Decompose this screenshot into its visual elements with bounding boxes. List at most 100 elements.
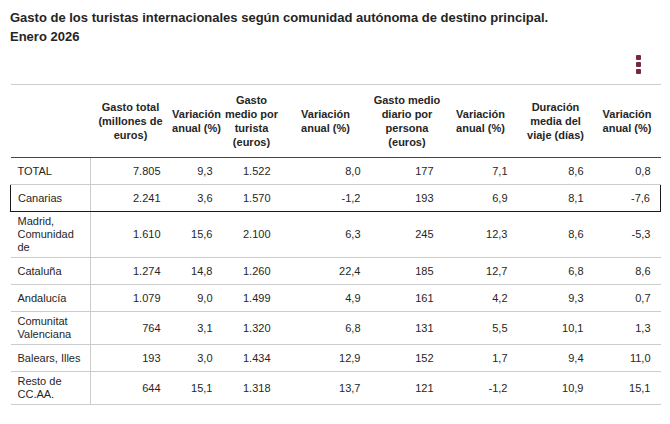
cell-value: -5,3 — [594, 212, 661, 258]
row-label: Balears, Illes — [11, 345, 91, 372]
kebab-dot — [636, 69, 641, 74]
cell-value: 6,3 — [281, 212, 371, 258]
cell-value: -7,6 — [594, 185, 661, 212]
column-header: Gasto total (millones de euros) — [91, 85, 171, 158]
cell-value: 4,9 — [281, 285, 371, 312]
cell-value: 11,0 — [594, 345, 661, 372]
column-header: Variación anual (%) — [281, 85, 371, 158]
row-label: TOTAL — [11, 158, 91, 185]
cell-value: 8,6 — [518, 212, 594, 258]
cell-value: 6,8 — [281, 312, 371, 345]
cell-value: 9,3 — [171, 158, 223, 185]
cell-value: 764 — [91, 312, 171, 345]
cell-value: 1.610 — [91, 212, 171, 258]
options-menu-button[interactable] — [629, 51, 647, 77]
cell-value: 193 — [91, 345, 171, 372]
corner-header — [11, 85, 91, 158]
column-header: Gasto medio por turista (euros) — [223, 85, 281, 158]
data-table: Gasto total (millones de euros)Variación… — [10, 84, 661, 405]
cell-value: 8,6 — [518, 158, 594, 185]
cell-value: 9,4 — [518, 345, 594, 372]
cell-value: 6,8 — [518, 258, 594, 285]
title-line1: Gasto de los turistas internacionales se… — [10, 8, 655, 27]
column-header: Variación anual (%) — [444, 85, 518, 158]
cell-value: 7,1 — [444, 158, 518, 185]
cell-value: 3,1 — [171, 312, 223, 345]
cell-value: 0,7 — [594, 285, 661, 312]
cell-value: 4,2 — [444, 285, 518, 312]
cell-value: 152 — [371, 345, 444, 372]
cell-value: 15,1 — [171, 372, 223, 405]
cell-value: 161 — [371, 285, 444, 312]
row-label: Canarias — [11, 185, 91, 212]
cell-value: 3,0 — [171, 345, 223, 372]
cell-value: 3,6 — [171, 185, 223, 212]
kebab-dot — [636, 62, 641, 67]
row-label: Resto de CC.AA. — [11, 372, 91, 405]
cell-value: 12,7 — [444, 258, 518, 285]
row-label: Madrid, Comunidad de — [11, 212, 91, 258]
cell-value: 8,1 — [518, 185, 594, 212]
title-line2: Enero 2026 — [10, 27, 655, 46]
row-label: Andalucía — [11, 285, 91, 312]
cell-value: 8,6 — [594, 258, 661, 285]
cell-value: 185 — [371, 258, 444, 285]
cell-value: 10,1 — [518, 312, 594, 345]
tourism-spending-widget: Gasto de los turistas internacionales se… — [0, 0, 670, 424]
cell-value: 644 — [91, 372, 171, 405]
cell-value: 1,3 — [594, 312, 661, 345]
cell-value: 177 — [371, 158, 444, 185]
page-title: Gasto de los turistas internacionales se… — [10, 8, 655, 46]
cell-value: 10,9 — [518, 372, 594, 405]
cell-value: 9,3 — [518, 285, 594, 312]
cell-value: 14,8 — [171, 258, 223, 285]
row-label: Cataluña — [11, 258, 91, 285]
table-row: Balears, Illes1933,01.43412,91521,79,411… — [11, 345, 661, 372]
table-row: Resto de CC.AA.64415,11.31813,7121-1,210… — [11, 372, 661, 405]
cell-value: 13,7 — [281, 372, 371, 405]
cell-value: -1,2 — [281, 185, 371, 212]
column-header: Variación anual (%) — [171, 85, 223, 158]
cell-value: 9,0 — [171, 285, 223, 312]
cell-value: 22,4 — [281, 258, 371, 285]
cell-value: -1,2 — [444, 372, 518, 405]
cell-value: 5,5 — [444, 312, 518, 345]
cell-value: 2.100 — [223, 212, 281, 258]
cell-value: 1.260 — [223, 258, 281, 285]
cell-value: 1.434 — [223, 345, 281, 372]
table-row: Comunitat Valenciana7643,11.3206,81315,5… — [11, 312, 661, 345]
cell-value: 193 — [371, 185, 444, 212]
column-header: Gasto medio diario por persona (euros) — [371, 85, 444, 158]
cell-value: 15,6 — [171, 212, 223, 258]
cell-value: 1.570 — [223, 185, 281, 212]
cell-value: 1.522 — [223, 158, 281, 185]
table-row: Canarias2.2413,61.570-1,21936,98,1-7,6 — [11, 185, 661, 212]
cell-value: 1.274 — [91, 258, 171, 285]
column-header: Variación anual (%) — [594, 85, 661, 158]
kebab-dot — [636, 55, 641, 60]
kebab-menu-icon — [636, 55, 641, 74]
table-row: Cataluña1.27414,81.26022,418512,76,88,6 — [11, 258, 661, 285]
cell-value: 245 — [371, 212, 444, 258]
table-row: Andalucía1.0799,01.4994,91614,29,30,7 — [11, 285, 661, 312]
column-header: Duración media del viaje (días) — [518, 85, 594, 158]
table-header-row: Gasto total (millones de euros)Variación… — [11, 85, 661, 158]
cell-value: 2.241 — [91, 185, 171, 212]
cell-value: 131 — [371, 312, 444, 345]
cell-value: 8,0 — [281, 158, 371, 185]
cell-value: 12,3 — [444, 212, 518, 258]
cell-value: 15,1 — [594, 372, 661, 405]
cell-value: 1.320 — [223, 312, 281, 345]
cell-value: 1,7 — [444, 345, 518, 372]
cell-value: 7.805 — [91, 158, 171, 185]
cell-value: 121 — [371, 372, 444, 405]
table-row: TOTAL7.8059,31.5228,01777,18,60,8 — [11, 158, 661, 185]
row-label: Comunitat Valenciana — [11, 312, 91, 345]
table-row: Madrid, Comunidad de1.61015,62.1006,3245… — [11, 212, 661, 258]
cell-value: 1.318 — [223, 372, 281, 405]
cell-value: 6,9 — [444, 185, 518, 212]
cell-value: 1.499 — [223, 285, 281, 312]
cell-value: 12,9 — [281, 345, 371, 372]
cell-value: 0,8 — [594, 158, 661, 185]
cell-value: 1.079 — [91, 285, 171, 312]
